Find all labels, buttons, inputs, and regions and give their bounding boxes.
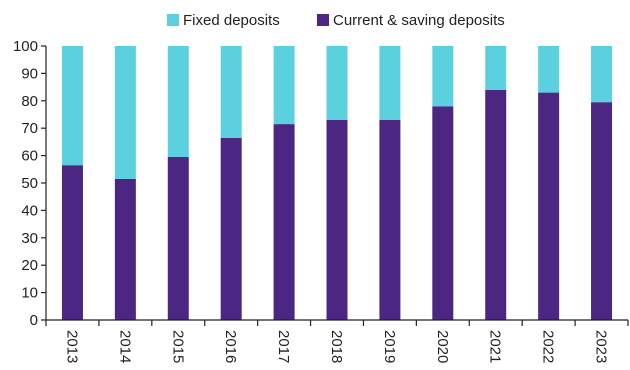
y-tick-label: 30 — [21, 230, 38, 247]
x-tick-label: 2023 — [593, 330, 610, 363]
bar-fixed-deposits-2017 — [273, 46, 295, 125]
x-tick-label: 2021 — [487, 330, 504, 363]
bar-fixed-deposits-2022 — [538, 46, 560, 93]
bar-current-and-saving-deposits-2018 — [326, 119, 348, 320]
y-tick-label: 0 — [30, 312, 38, 329]
bar-current-and-saving-deposits-2020 — [432, 106, 454, 320]
legend-swatch-current-and-saving-deposits — [317, 14, 329, 26]
legend-swatch-fixed-deposits — [167, 14, 179, 26]
legend-label-fixed-deposits: Fixed deposits — [183, 12, 280, 29]
bar-fixed-deposits-2023 — [591, 46, 613, 103]
x-tick-label: 2019 — [381, 330, 398, 363]
legend: Fixed deposits Current & saving deposits — [167, 12, 505, 29]
y-tick-label: 60 — [21, 148, 38, 165]
y-tick-label: 70 — [21, 120, 38, 137]
bar-fixed-deposits-2016 — [220, 46, 242, 138]
legend-label-current-and-saving-deposits: Current & saving deposits — [333, 12, 505, 29]
bar-current-and-saving-deposits-2022 — [538, 92, 560, 320]
y-tick-label: 50 — [21, 175, 38, 192]
bar-fixed-deposits-2018 — [326, 46, 348, 120]
bar-fixed-deposits-2020 — [432, 46, 454, 107]
x-tick-label: 2020 — [434, 330, 451, 363]
bar-current-and-saving-deposits-2015 — [167, 156, 189, 320]
x-tick-label: 2016 — [222, 330, 239, 363]
bar-current-and-saving-deposits-2016 — [220, 137, 242, 320]
bar-fixed-deposits-2019 — [379, 46, 401, 120]
y-tick-label: 90 — [21, 65, 38, 82]
y-axis: 0 10 20 30 40 50 60 70 80 90 100 — [13, 38, 47, 329]
bar-current-and-saving-deposits-2023 — [591, 102, 613, 320]
bar-current-and-saving-deposits-2021 — [485, 89, 507, 320]
bar-current-and-saving-deposits-2019 — [379, 119, 401, 320]
bar-fixed-deposits-2014 — [114, 46, 136, 179]
bar-current-and-saving-deposits-2014 — [114, 178, 136, 320]
x-tick-label: 2017 — [275, 330, 292, 363]
y-tick-label: 100 — [13, 38, 38, 55]
bars — [61, 46, 613, 320]
y-tick-label: 10 — [21, 285, 38, 302]
y-tick-label: 40 — [21, 202, 38, 219]
bar-fixed-deposits-2015 — [167, 46, 189, 157]
x-tick-label: 2018 — [328, 330, 345, 363]
y-tick-label: 20 — [21, 257, 38, 274]
bar-current-and-saving-deposits-2017 — [273, 124, 295, 320]
bar-current-and-saving-deposits-2013 — [61, 165, 83, 320]
x-tick-label: 2013 — [63, 330, 80, 363]
x-tick-label: 2014 — [116, 330, 133, 363]
x-axis: 2013 2014 2015 2016 2017 2018 2019 2020 2021 2022… — [45, 319, 629, 363]
y-tick-label: 80 — [21, 93, 38, 110]
bar-fixed-deposits-2021 — [485, 46, 507, 90]
x-tick-label: 2022 — [540, 330, 557, 363]
x-tick-label: 2015 — [169, 330, 186, 363]
bar-fixed-deposits-2013 — [61, 46, 83, 166]
